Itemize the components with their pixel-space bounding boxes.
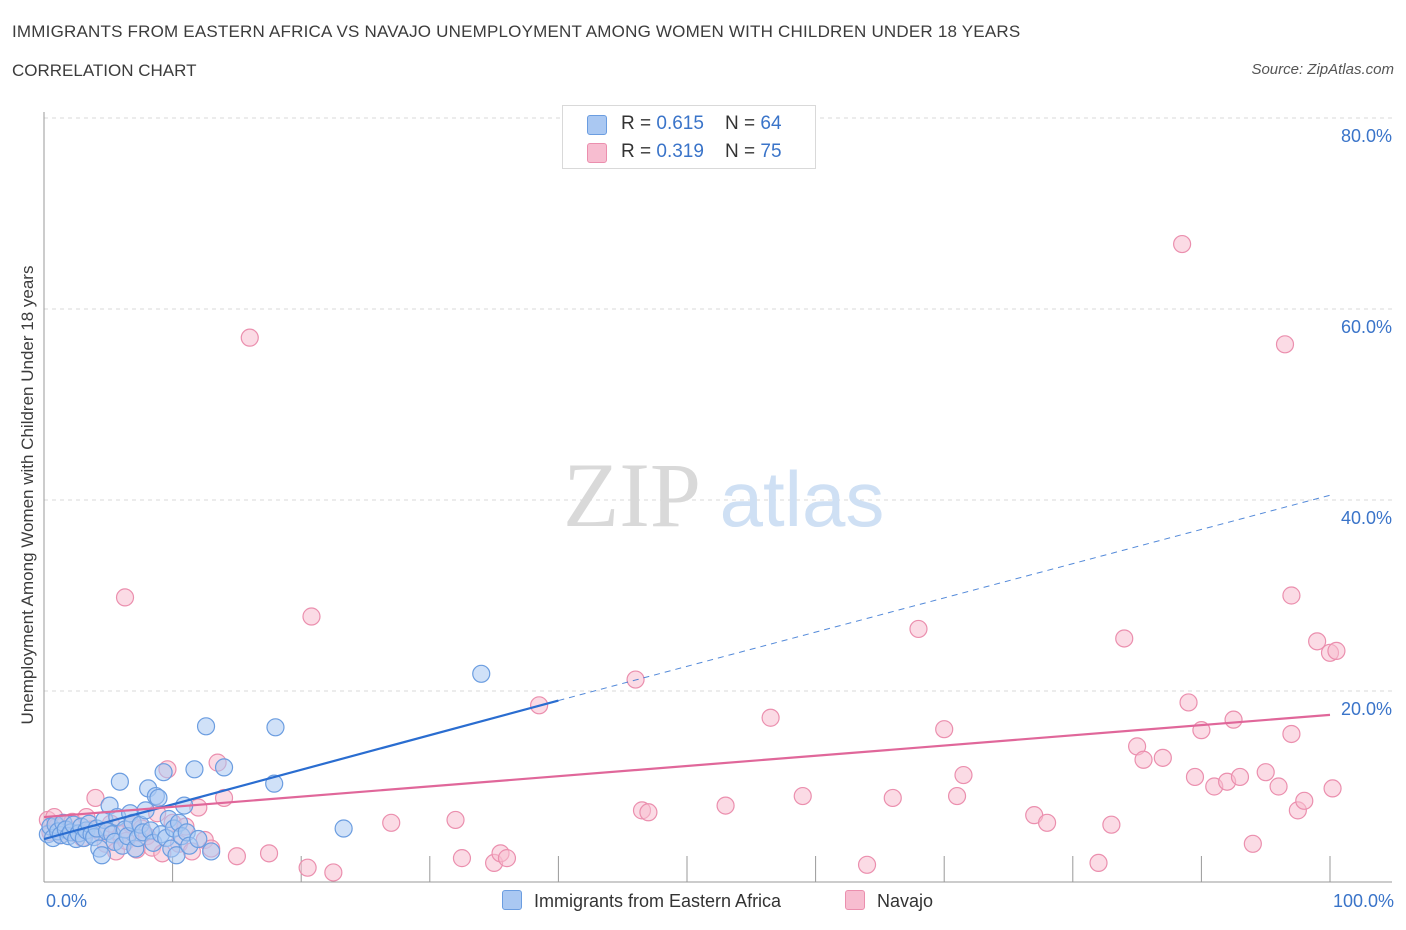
watermark: ZIP atlas [563,444,884,546]
y-tick-label: 40.0% [1341,508,1392,528]
navajo-point [497,849,517,868]
x-tick-max: 100.0% [1332,891,1394,911]
source-credit: Source: ZipAtlas.com [1251,61,1394,78]
legend-r-label: R = [621,113,657,134]
navajo-point [883,788,902,808]
y-axis-label: Unemployment Among Women with Children U… [18,265,37,725]
eastern-africa-point [185,760,204,779]
navajo-point [324,863,343,882]
navajo-point [1323,779,1342,798]
navajo-point [1224,710,1243,729]
legend-n-value: 64 [760,113,782,134]
eastern-africa-point [154,763,173,782]
eastern-africa-point [196,717,216,736]
navajo-point [1327,641,1346,660]
navajo-point [1185,767,1205,787]
navajo-point [716,796,735,815]
legend-r-label: R = [621,141,657,162]
navajo-point [115,588,135,607]
eastern-africa-point [110,772,129,791]
navajo-point [639,803,658,822]
y-tick-label: 20.0% [1341,699,1392,719]
navajo-point [240,328,259,347]
bottom-legend-label: Immigrants from Eastern Africa [534,891,782,911]
navajo-point [1230,767,1250,787]
y-tick-label: 80.0% [1341,126,1392,146]
navajo-point [909,619,928,639]
bottom-legend-label: Navajo [877,891,934,911]
trend-lines [43,494,1331,841]
navajo-point [382,813,401,832]
navajo-point [1179,693,1198,712]
navajo-point [259,844,279,863]
legend-n-value: 75 [760,141,782,162]
navajo-point [954,765,973,785]
eastern-africa-trend-line [43,699,559,841]
chart-subtitle: CORRELATION CHART [12,61,197,80]
chart-title: IMMIGRANTS FROM EASTERN AFRICA VS NAVAJO… [12,22,1021,41]
legend-n-label: N = [725,113,761,134]
eastern-africa-trend-extension [558,494,1331,702]
navajo-point [227,847,246,866]
navajo-point [1153,748,1172,767]
legend-swatch-blue [587,115,607,135]
navajo-point [1282,586,1301,605]
navajo-point [761,708,780,727]
eastern-africa-point [266,718,285,737]
x-tick-min: 0.0% [46,891,88,911]
navajo-point [1275,335,1295,354]
watermark-zip: ZIP [563,444,701,546]
eastern-africa-points [38,664,491,865]
eastern-africa-point [92,846,111,865]
navajo-point [935,720,954,739]
navajo-point [1037,813,1057,832]
navajo-point [793,786,812,806]
correlation-legend: R = 0.615 N = 64 R = 0.319 N = 75 [562,105,816,169]
navajo-point [1115,629,1134,648]
navajo-point [857,855,877,874]
navajo-point [1243,834,1262,853]
navajo-point [1256,763,1275,782]
navajo-point [1102,815,1121,834]
navajo-point [947,786,967,806]
navajo-point [1308,632,1327,651]
navajo-point [452,849,472,868]
navajo-point [298,858,317,877]
navajo-point [446,810,465,830]
eastern-africa-point [167,846,186,865]
navajo-point [1089,853,1108,873]
gridlines [44,117,1392,692]
bottom-legend-swatch-pink [845,890,865,910]
y-tick-labels: 20.0% 40.0% 60.0% 80.0% [1341,126,1392,719]
navajo-point [1134,750,1153,769]
bottom-legend-swatch-blue [502,890,522,910]
legend-r-value: 0.319 [656,141,704,162]
eastern-africa-point [202,842,221,861]
eastern-africa-point [214,758,234,777]
navajo-point [86,788,105,808]
legend-n-label: N = [725,141,761,162]
eastern-africa-point [149,788,168,808]
navajo-trend-line [43,713,1331,819]
y-tick-label: 60.0% [1341,317,1392,337]
navajo-points [38,234,1346,882]
bottom-legend-navajo: Navajo [845,890,933,912]
navajo-point [1282,724,1301,744]
navajo-point [1173,234,1192,254]
bottom-legend-eastern-africa: Immigrants from Eastern Africa [502,890,781,912]
eastern-africa-point [472,664,491,683]
eastern-africa-point [265,774,284,793]
navajo-point [1269,777,1288,796]
eastern-africa-point [334,819,353,838]
legend-swatch-pink [587,143,607,163]
legend-r-value: 0.615 [656,113,704,134]
watermark-atlas: atlas [720,455,885,543]
axes [43,112,1392,883]
navajo-point [1295,791,1314,810]
eastern-africa-point [189,829,208,849]
navajo-point [302,607,321,626]
